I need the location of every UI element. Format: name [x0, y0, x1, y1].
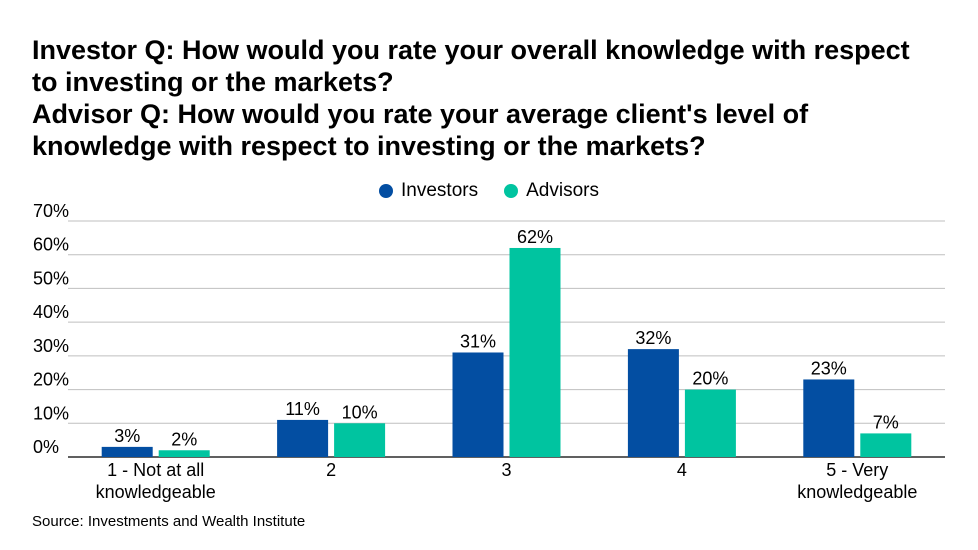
x-tick-label: knowledgeable	[797, 482, 917, 502]
data-label: 2%	[171, 429, 197, 449]
data-label: 20%	[692, 369, 728, 389]
data-label: 31%	[460, 331, 496, 351]
bar-advisors	[684, 389, 736, 457]
legend-swatch-investors	[379, 184, 394, 198]
title-line: Advisor Q: How would you rate your avera…	[32, 99, 809, 129]
bar-investors	[452, 352, 504, 457]
bar-investors	[277, 419, 329, 457]
bar-chart: 0% 10% 20% 30% 40% 50% 60% 70% 3% 2% 1 - Not at al…	[33, 201, 945, 502]
bar-advisors	[509, 247, 561, 457]
data-label: 7%	[873, 412, 899, 432]
x-tick-label: 4	[677, 460, 687, 480]
legend-swatch-advisors	[504, 184, 519, 198]
source-note: Source: Investments and Wealth Institute	[32, 513, 306, 530]
x-tick-label: 5 - Very	[826, 460, 888, 480]
chart-title: Investor Q: How would you rate your over…	[32, 34, 962, 162]
data-label: 10%	[342, 402, 378, 422]
data-label: 32%	[635, 328, 671, 348]
x-tick-label: 1 - Not at all	[107, 460, 204, 480]
legend: Investors Advisors	[0, 180, 978, 202]
title-line: to investing or the markets?	[32, 67, 394, 97]
y-tick-label: 20%	[33, 370, 69, 390]
legend-label-advisors: Advisors	[526, 180, 599, 201]
y-tick-label: 30%	[33, 336, 69, 356]
data-label: 11%	[285, 399, 320, 419]
data-label: 62%	[517, 227, 553, 247]
bar-advisors	[158, 450, 210, 457]
data-label: 3%	[114, 426, 140, 446]
bar-advisors	[334, 423, 386, 457]
y-tick-label: 40%	[33, 302, 69, 322]
x-tick-label: 3	[501, 460, 511, 480]
bar-advisors	[860, 433, 912, 457]
y-tick-label: 0%	[33, 437, 59, 457]
bar-investors	[627, 349, 679, 457]
bar-investors	[101, 446, 153, 457]
y-tick-label: 10%	[33, 403, 69, 423]
y-tick-label: 60%	[33, 235, 69, 255]
legend-item-advisors: Advisors	[504, 180, 599, 202]
y-tick-label: 70%	[33, 201, 69, 221]
x-tick-label: 2	[326, 460, 336, 480]
title-line: Investor Q: How would you rate your over…	[32, 35, 910, 65]
title-line: knowledge with respect to investing or t…	[32, 131, 706, 161]
legend-item-investors: Investors	[379, 180, 478, 202]
legend-label-investors: Investors	[401, 180, 479, 201]
data-label: 23%	[811, 358, 847, 378]
y-tick-label: 50%	[33, 268, 69, 288]
bar-investors	[803, 379, 855, 457]
x-tick-label: knowledgeable	[96, 482, 216, 502]
